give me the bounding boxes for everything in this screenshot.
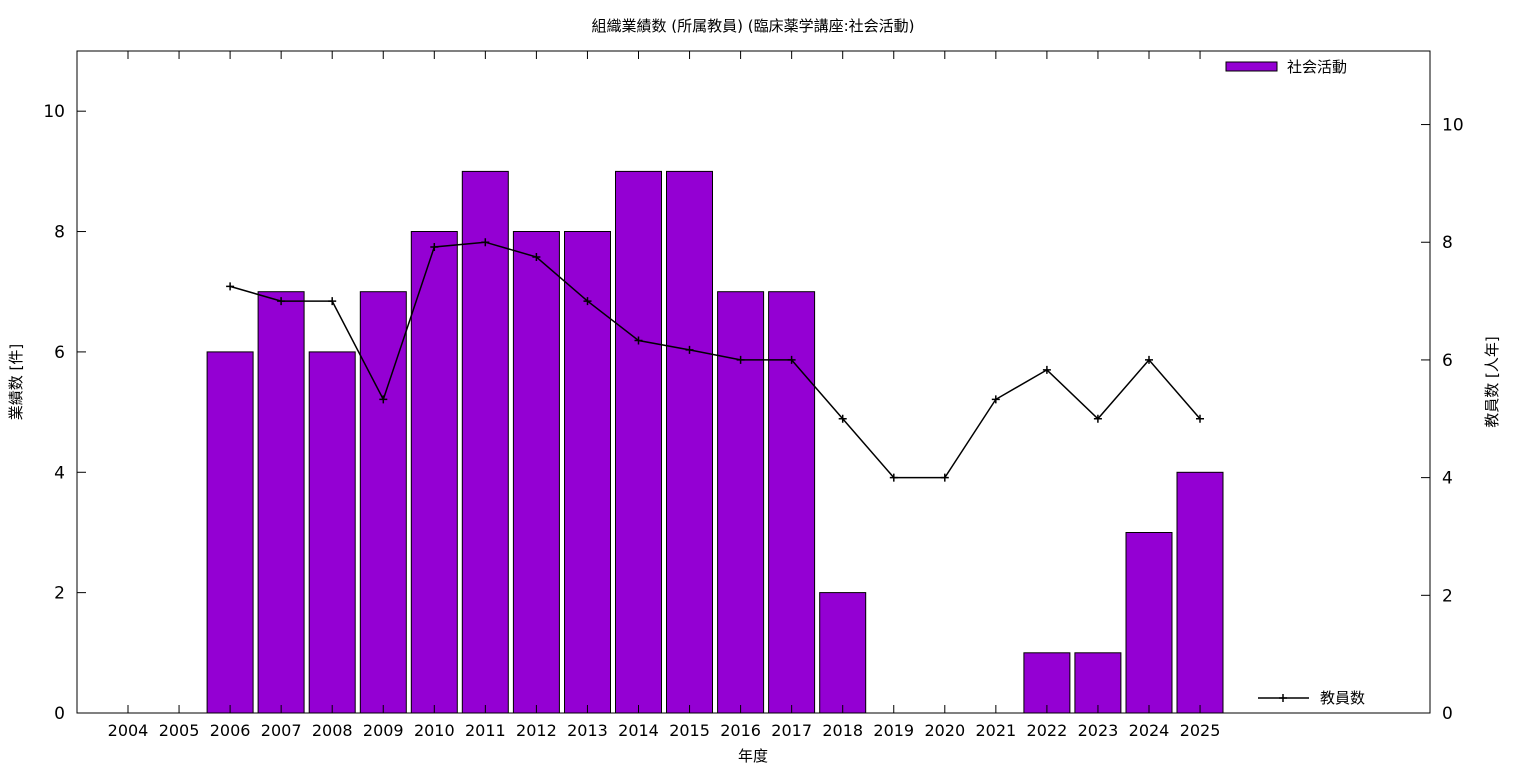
bar (512, 231, 560, 714)
y2-tick-label: 8 (1442, 233, 1453, 253)
line-point-marker (685, 345, 694, 354)
x-tick-label: 2015 (669, 721, 710, 740)
x-tick-label: 2014 (618, 721, 659, 740)
bar (257, 291, 305, 714)
legend-bar-swatch (1225, 61, 1278, 72)
x-tick-label: 2018 (822, 721, 863, 740)
line-series-group (226, 238, 1204, 482)
x-tick-label: 2020 (924, 721, 965, 740)
bar (717, 291, 765, 714)
x-tick-label: 2024 (1129, 721, 1170, 740)
line-point-marker (1145, 355, 1153, 364)
y-tick-label: 6 (54, 343, 65, 363)
y2-tick-label: 0 (1442, 704, 1453, 724)
line-point-marker (1093, 414, 1102, 423)
x-tick-label: 2025 (1180, 721, 1221, 740)
legend-line-marker (1279, 694, 1287, 702)
tick-labels-group: 0 2 4 6 8 10 0 2 4 6 8 10 2004 2005 2006 2007 2008 2009 20… (43, 102, 1463, 740)
bar (1023, 652, 1071, 714)
line-series (229, 241, 1201, 479)
x-tick-label: 2017 (771, 721, 812, 740)
line-point-marker (889, 473, 898, 482)
y-axis-label: 業績数 [件] (7, 344, 25, 420)
x-tick-label: 2007 (261, 721, 302, 740)
x-tick-label: 2012 (516, 721, 557, 740)
bars-group (206, 170, 1224, 714)
line-point-marker (838, 414, 847, 423)
bar (1125, 532, 1173, 714)
line-point-marker (277, 297, 286, 306)
x-tick-label: 2010 (414, 721, 455, 740)
y2-tick-label: 2 (1442, 586, 1453, 606)
y2-tick-label: 10 (1442, 116, 1464, 136)
line-point-marker (481, 238, 490, 247)
x-tick-label: 2004 (108, 721, 149, 740)
x-tick-label: 2008 (312, 721, 353, 740)
line-point-marker (1042, 365, 1051, 374)
legend-bar-label: 社会活動 (1287, 58, 1347, 76)
x-tick-label: 2006 (210, 721, 251, 740)
line-point-marker (736, 355, 745, 364)
x-tick-label: 2005 (159, 721, 200, 740)
line-point-marker (532, 253, 541, 261)
y-tick-label: 2 (54, 584, 65, 604)
x-tick-label: 2013 (567, 721, 608, 740)
y-tick-label: 0 (54, 704, 65, 724)
bar (1074, 652, 1122, 714)
line-point-marker (379, 395, 388, 404)
bar (410, 231, 458, 714)
bar (1176, 471, 1224, 714)
axes-group (76, 50, 1431, 714)
plot-frame (76, 50, 1431, 714)
line-point-marker (328, 297, 337, 306)
bar (206, 351, 254, 714)
y-tick-label: 4 (54, 463, 65, 483)
legend-line-label: 教員数 (1320, 689, 1365, 707)
line-point-marker (940, 473, 949, 482)
bar (461, 170, 509, 714)
chart-title: 組織業績数 (所属教員) (臨床薬学講座:社会活動) (591, 17, 914, 35)
x-tick-label: 2016 (720, 721, 761, 740)
line-point-marker (226, 282, 235, 291)
x-tick-label: 2019 (873, 721, 914, 740)
y2-axis-label: 教員数 [人年] (1483, 336, 1501, 427)
line-point-marker (991, 395, 1000, 404)
y2-tick-label: 4 (1442, 469, 1453, 489)
bar (615, 170, 662, 714)
line-point-marker (787, 355, 796, 364)
bar (308, 351, 356, 714)
y2-tick-label: 6 (1442, 351, 1453, 371)
bar (359, 291, 407, 714)
bar (666, 170, 713, 714)
x-tick-label: 2009 (363, 721, 404, 740)
x-tick-label: 2021 (975, 721, 1016, 740)
bar (564, 231, 611, 714)
x-axis-label: 年度 (738, 747, 768, 765)
bar (819, 592, 867, 714)
x-tick-label: 2011 (465, 721, 506, 740)
line-point-marker (634, 336, 643, 345)
x-tick-label: 2023 (1078, 721, 1119, 740)
bar (768, 291, 816, 714)
line-point-marker (583, 297, 592, 306)
y-tick-label: 8 (54, 223, 65, 243)
line-point-marker (1196, 414, 1204, 423)
x-tick-label: 2022 (1027, 721, 1068, 740)
y-tick-label: 10 (43, 102, 65, 122)
line-point-marker (430, 243, 439, 251)
